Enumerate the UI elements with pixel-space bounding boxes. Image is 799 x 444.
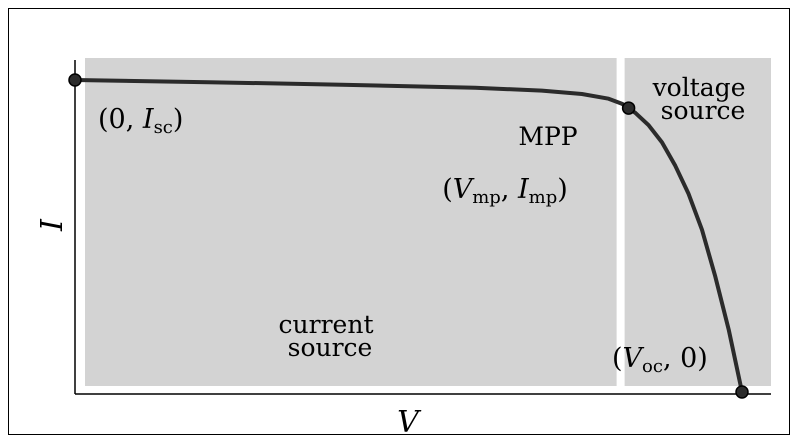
mpp-title: MPP bbox=[518, 122, 577, 151]
isc-close: ) bbox=[173, 104, 184, 135]
voc-sub: oc bbox=[642, 356, 663, 377]
mpp-comma: , bbox=[501, 174, 518, 205]
voltage-source-label: voltage source bbox=[652, 73, 754, 125]
voltage-source-line-2: source bbox=[661, 96, 746, 125]
x-axis-label: V bbox=[397, 405, 422, 440]
voc-var: V bbox=[623, 343, 645, 374]
mpp-close: ) bbox=[557, 174, 568, 205]
point-mpp bbox=[621, 101, 636, 115]
voc-open: ( bbox=[612, 343, 623, 374]
isc-var: I bbox=[142, 104, 155, 135]
mpp-sub-v: mp bbox=[472, 187, 501, 208]
mpp-var-i: I bbox=[517, 174, 530, 205]
isc-sub: sc bbox=[154, 117, 173, 138]
current-source-label: current source bbox=[279, 310, 382, 362]
point-voc bbox=[735, 385, 749, 399]
mpp-var-v: V bbox=[453, 174, 475, 205]
point-isc bbox=[68, 73, 82, 87]
region-current-source bbox=[85, 58, 617, 386]
voc-close: , 0) bbox=[663, 343, 708, 374]
isc-open: (0, bbox=[98, 104, 143, 135]
mpp-open: ( bbox=[442, 174, 453, 205]
iv-curve bbox=[73, 78, 744, 394]
y-axis-label: I bbox=[35, 218, 70, 232]
mpp-point-label: (Vmp, Imp) bbox=[442, 174, 568, 208]
current-source-line-2: source bbox=[288, 333, 373, 362]
current-source-line-1: current bbox=[279, 310, 374, 339]
mpp-sub-i: mp bbox=[529, 187, 558, 208]
voltage-source-line-1: voltage bbox=[652, 73, 746, 102]
isc-point-label: (0, Isc) bbox=[98, 104, 183, 138]
voc-point-label: (Voc, 0) bbox=[612, 343, 708, 377]
